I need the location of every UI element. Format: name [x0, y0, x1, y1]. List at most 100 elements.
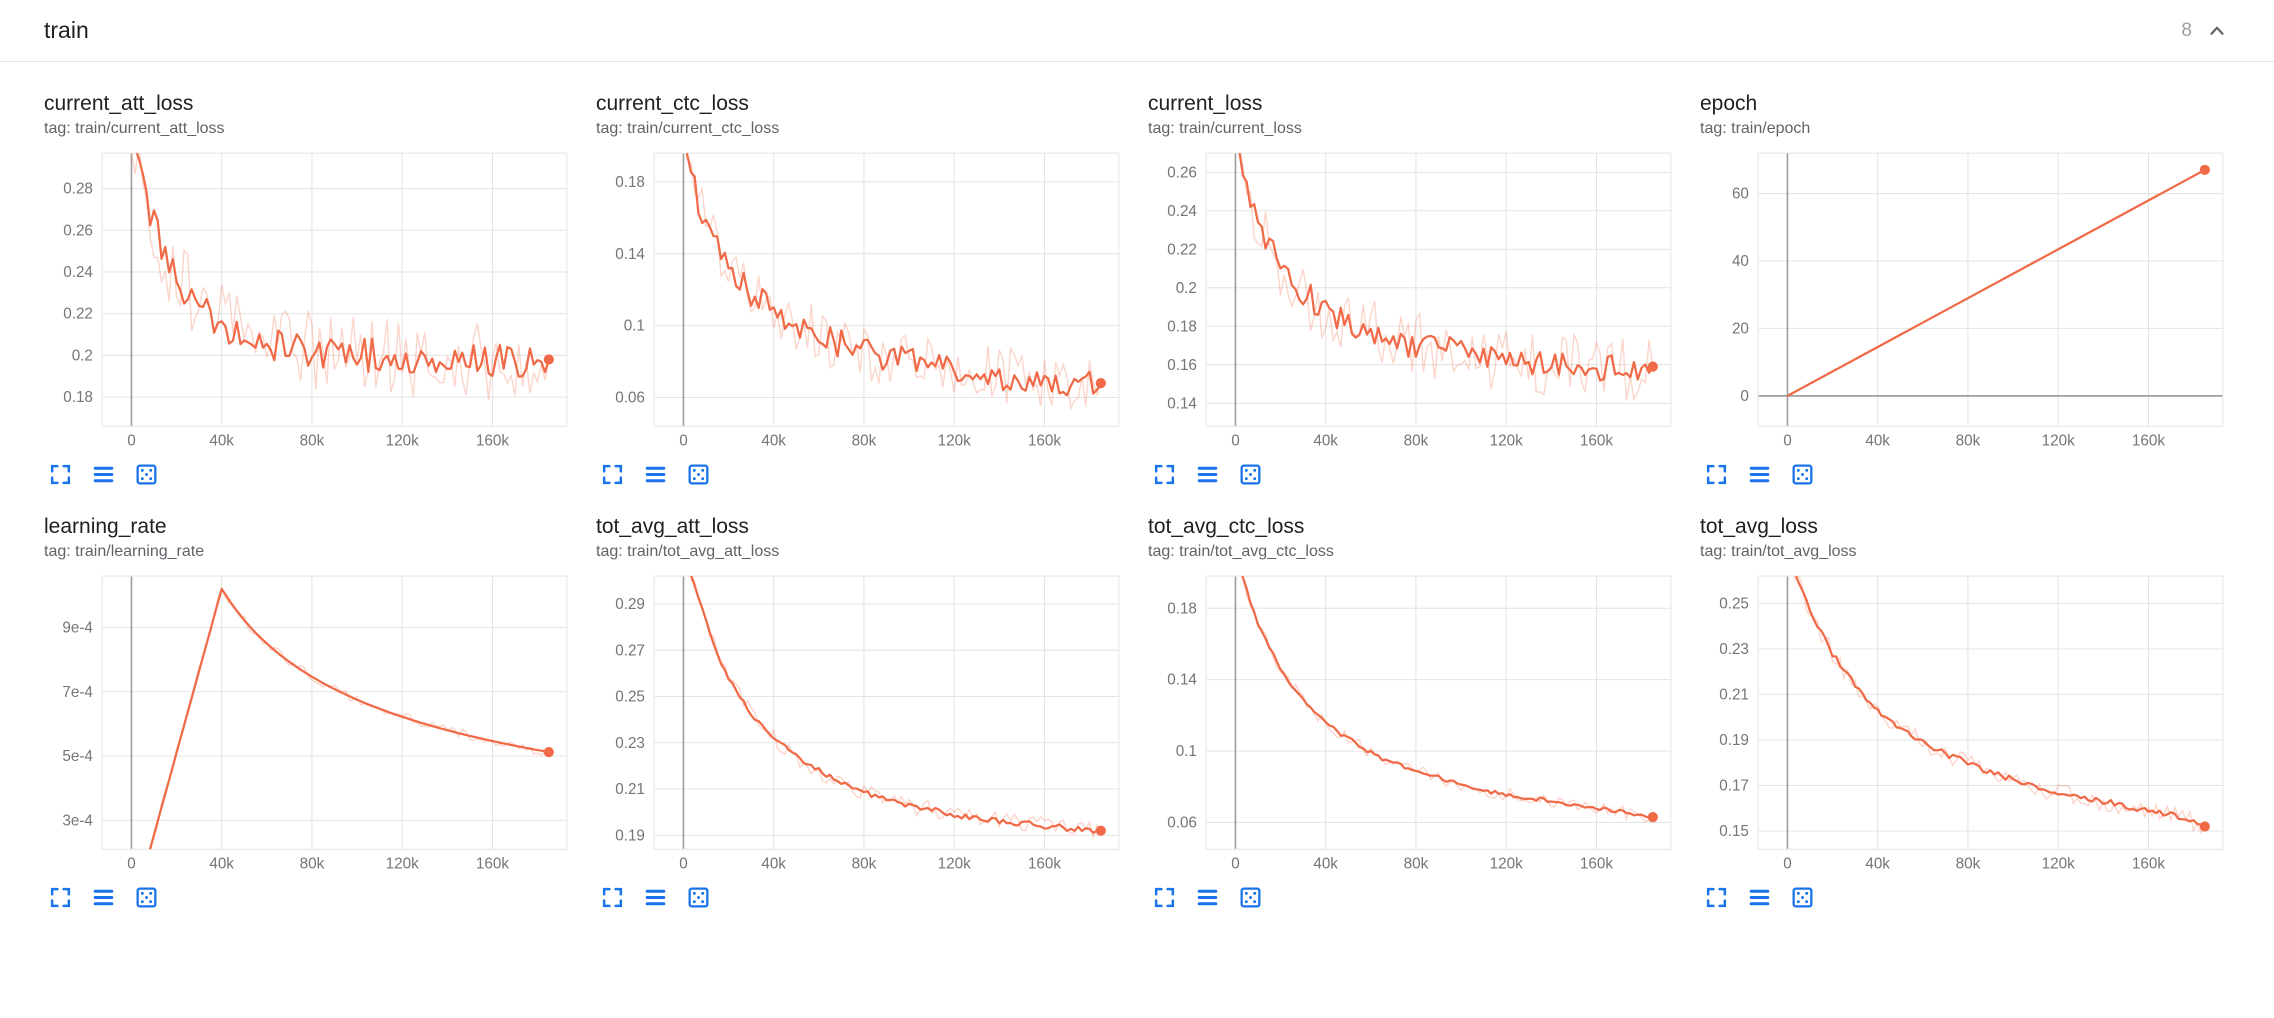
chart-tag: tag: train/current_loss	[1148, 120, 1302, 137]
chart-title: current_ctc_loss	[596, 92, 749, 115]
svg-text:0.23: 0.23	[1719, 641, 1749, 658]
fit-domain-icon	[134, 464, 159, 490]
svg-text:0: 0	[127, 855, 135, 872]
data-table-icon	[1195, 889, 1220, 913]
svg-text:5e-4: 5e-4	[62, 748, 93, 765]
chart-title: tot_avg_att_loss	[596, 514, 749, 538]
data-table-toggle-button[interactable]	[643, 885, 668, 910]
expand-icon	[1152, 464, 1177, 490]
fit-domain-button[interactable]	[134, 462, 159, 487]
section-title[interactable]: train	[44, 17, 89, 43]
chart-card-buttons	[1700, 462, 2230, 487]
expand-icon	[600, 464, 625, 490]
chart-tag: tag: train/learning_rate	[44, 542, 205, 560]
chart-plot[interactable]: 0.06 0.1 0.14 0.18 0 40k 80k 120k 160k	[596, 148, 1126, 454]
expand-chart-button[interactable]	[600, 462, 625, 487]
svg-text:0: 0	[1740, 388, 1749, 405]
chevron-up-icon[interactable]	[2206, 20, 2228, 42]
chart-card: tot_avg_loss tag: train/tot_avg_loss 0.1…	[1700, 515, 2230, 910]
svg-text:0.21: 0.21	[1719, 686, 1749, 703]
chart-plot[interactable]: 0 20 40 60 0 40k 80k 120k 160k	[1700, 148, 2230, 454]
svg-text:0: 0	[1231, 855, 1240, 872]
chart-plot[interactable]: 0.15 0.17 0.19 0.21 0.23 0.25 0 40k 80k 120k 160k	[1700, 571, 2230, 877]
svg-text:0.2: 0.2	[72, 347, 93, 364]
chart-card-buttons	[44, 885, 574, 910]
expand-chart-button[interactable]	[1704, 462, 1729, 487]
fit-domain-button[interactable]	[1238, 885, 1263, 910]
chart-card-buttons	[596, 462, 1126, 487]
data-table-toggle-button[interactable]	[91, 885, 116, 910]
svg-text:40k: 40k	[209, 433, 234, 450]
fit-domain-button[interactable]	[1238, 462, 1263, 487]
chart-card: tot_avg_ctc_loss tag: train/tot_avg_ctc_…	[1148, 515, 1678, 910]
fit-domain-icon	[1238, 887, 1263, 913]
chart-tag: tag: train/current_att_loss	[44, 120, 225, 137]
chart-tag: tag: train/tot_avg_ctc_loss	[1148, 542, 1334, 560]
svg-text:160k: 160k	[1580, 855, 1613, 872]
expand-icon	[1704, 464, 1729, 490]
svg-text:40k: 40k	[1313, 433, 1338, 450]
svg-text:0: 0	[1231, 433, 1240, 450]
svg-text:120k: 120k	[386, 433, 419, 450]
data-table-toggle-button[interactable]	[1747, 885, 1772, 910]
data-table-toggle-button[interactable]	[1195, 462, 1220, 487]
data-table-toggle-button[interactable]	[91, 462, 116, 487]
data-table-toggle-button[interactable]	[1747, 462, 1772, 487]
svg-text:0.23: 0.23	[615, 735, 645, 752]
data-table-toggle-button[interactable]	[643, 462, 668, 487]
svg-text:0.18: 0.18	[1167, 318, 1197, 335]
svg-text:0.06: 0.06	[615, 390, 645, 407]
svg-text:60: 60	[1732, 186, 1749, 203]
fit-domain-button[interactable]	[686, 462, 711, 487]
chart-card-buttons	[1148, 885, 1678, 910]
svg-text:40: 40	[1732, 253, 1749, 270]
fit-domain-button[interactable]	[1790, 462, 1815, 487]
fit-domain-icon	[1790, 887, 1815, 913]
svg-text:120k: 120k	[1490, 433, 1523, 450]
chart-card-buttons	[44, 462, 574, 487]
chart-plot[interactable]: 0.14 0.16 0.18 0.2 0.22 0.24 0.26 0 40k 80k 120k 16…	[1148, 148, 1678, 454]
expand-chart-button[interactable]	[1152, 462, 1177, 487]
chart-title: learning_rate	[44, 514, 167, 538]
chart-plot[interactable]: 0.19 0.21 0.23 0.25 0.27 0.29 0 40k 80k 120k 160k	[596, 571, 1126, 877]
expand-chart-button[interactable]	[1152, 885, 1177, 910]
svg-text:7e-4: 7e-4	[62, 684, 93, 701]
chart-title: current_att_loss	[44, 92, 194, 115]
data-table-icon	[91, 889, 116, 913]
expand-chart-button[interactable]	[48, 885, 73, 910]
chart-plot[interactable]: 0.06 0.1 0.14 0.18 0 40k 80k 120k 160k	[1148, 571, 1678, 877]
chart-card: current_loss tag: train/current_loss 0.1…	[1148, 92, 1678, 487]
svg-text:0.1: 0.1	[624, 318, 645, 335]
svg-text:0.18: 0.18	[615, 174, 645, 191]
expand-chart-button[interactable]	[48, 462, 73, 487]
fit-domain-icon	[1790, 464, 1815, 490]
fit-domain-icon	[1238, 464, 1263, 490]
chart-plot[interactable]: 0.18 0.2 0.22 0.24 0.26 0.28 0 40k 80k 120k 160k	[44, 148, 574, 454]
expand-chart-button[interactable]	[1704, 885, 1729, 910]
expand-icon	[48, 887, 73, 913]
svg-text:0.18: 0.18	[63, 389, 93, 406]
section-header-right: 8	[2181, 20, 2228, 42]
svg-text:0.29: 0.29	[615, 596, 645, 613]
chart-card: current_att_loss tag: train/current_att_…	[44, 92, 574, 487]
expand-chart-button[interactable]	[600, 885, 625, 910]
svg-text:20: 20	[1732, 320, 1749, 337]
data-table-toggle-button[interactable]	[1195, 885, 1220, 910]
svg-text:0.2: 0.2	[1176, 280, 1197, 297]
data-table-icon	[91, 466, 116, 490]
fit-domain-button[interactable]	[134, 885, 159, 910]
chart-plot[interactable]: 3e-4 5e-4 7e-4 9e-4 0 40k 80k 120k 160k	[44, 571, 574, 877]
svg-text:160k: 160k	[476, 433, 509, 450]
fit-domain-button[interactable]	[686, 885, 711, 910]
svg-text:80k: 80k	[1956, 433, 1981, 450]
chart-card: tot_avg_att_loss tag: train/tot_avg_att_…	[596, 515, 1126, 910]
chart-title: epoch	[1700, 92, 1758, 115]
svg-text:0.1: 0.1	[1176, 743, 1197, 760]
chart-card: current_ctc_loss tag: train/current_ctc_…	[596, 92, 1126, 487]
svg-text:120k: 120k	[2042, 433, 2075, 450]
svg-text:40k: 40k	[761, 855, 786, 872]
fit-domain-button[interactable]	[1790, 885, 1815, 910]
svg-text:0: 0	[127, 433, 135, 450]
svg-text:80k: 80k	[300, 855, 325, 872]
svg-text:120k: 120k	[386, 855, 419, 872]
